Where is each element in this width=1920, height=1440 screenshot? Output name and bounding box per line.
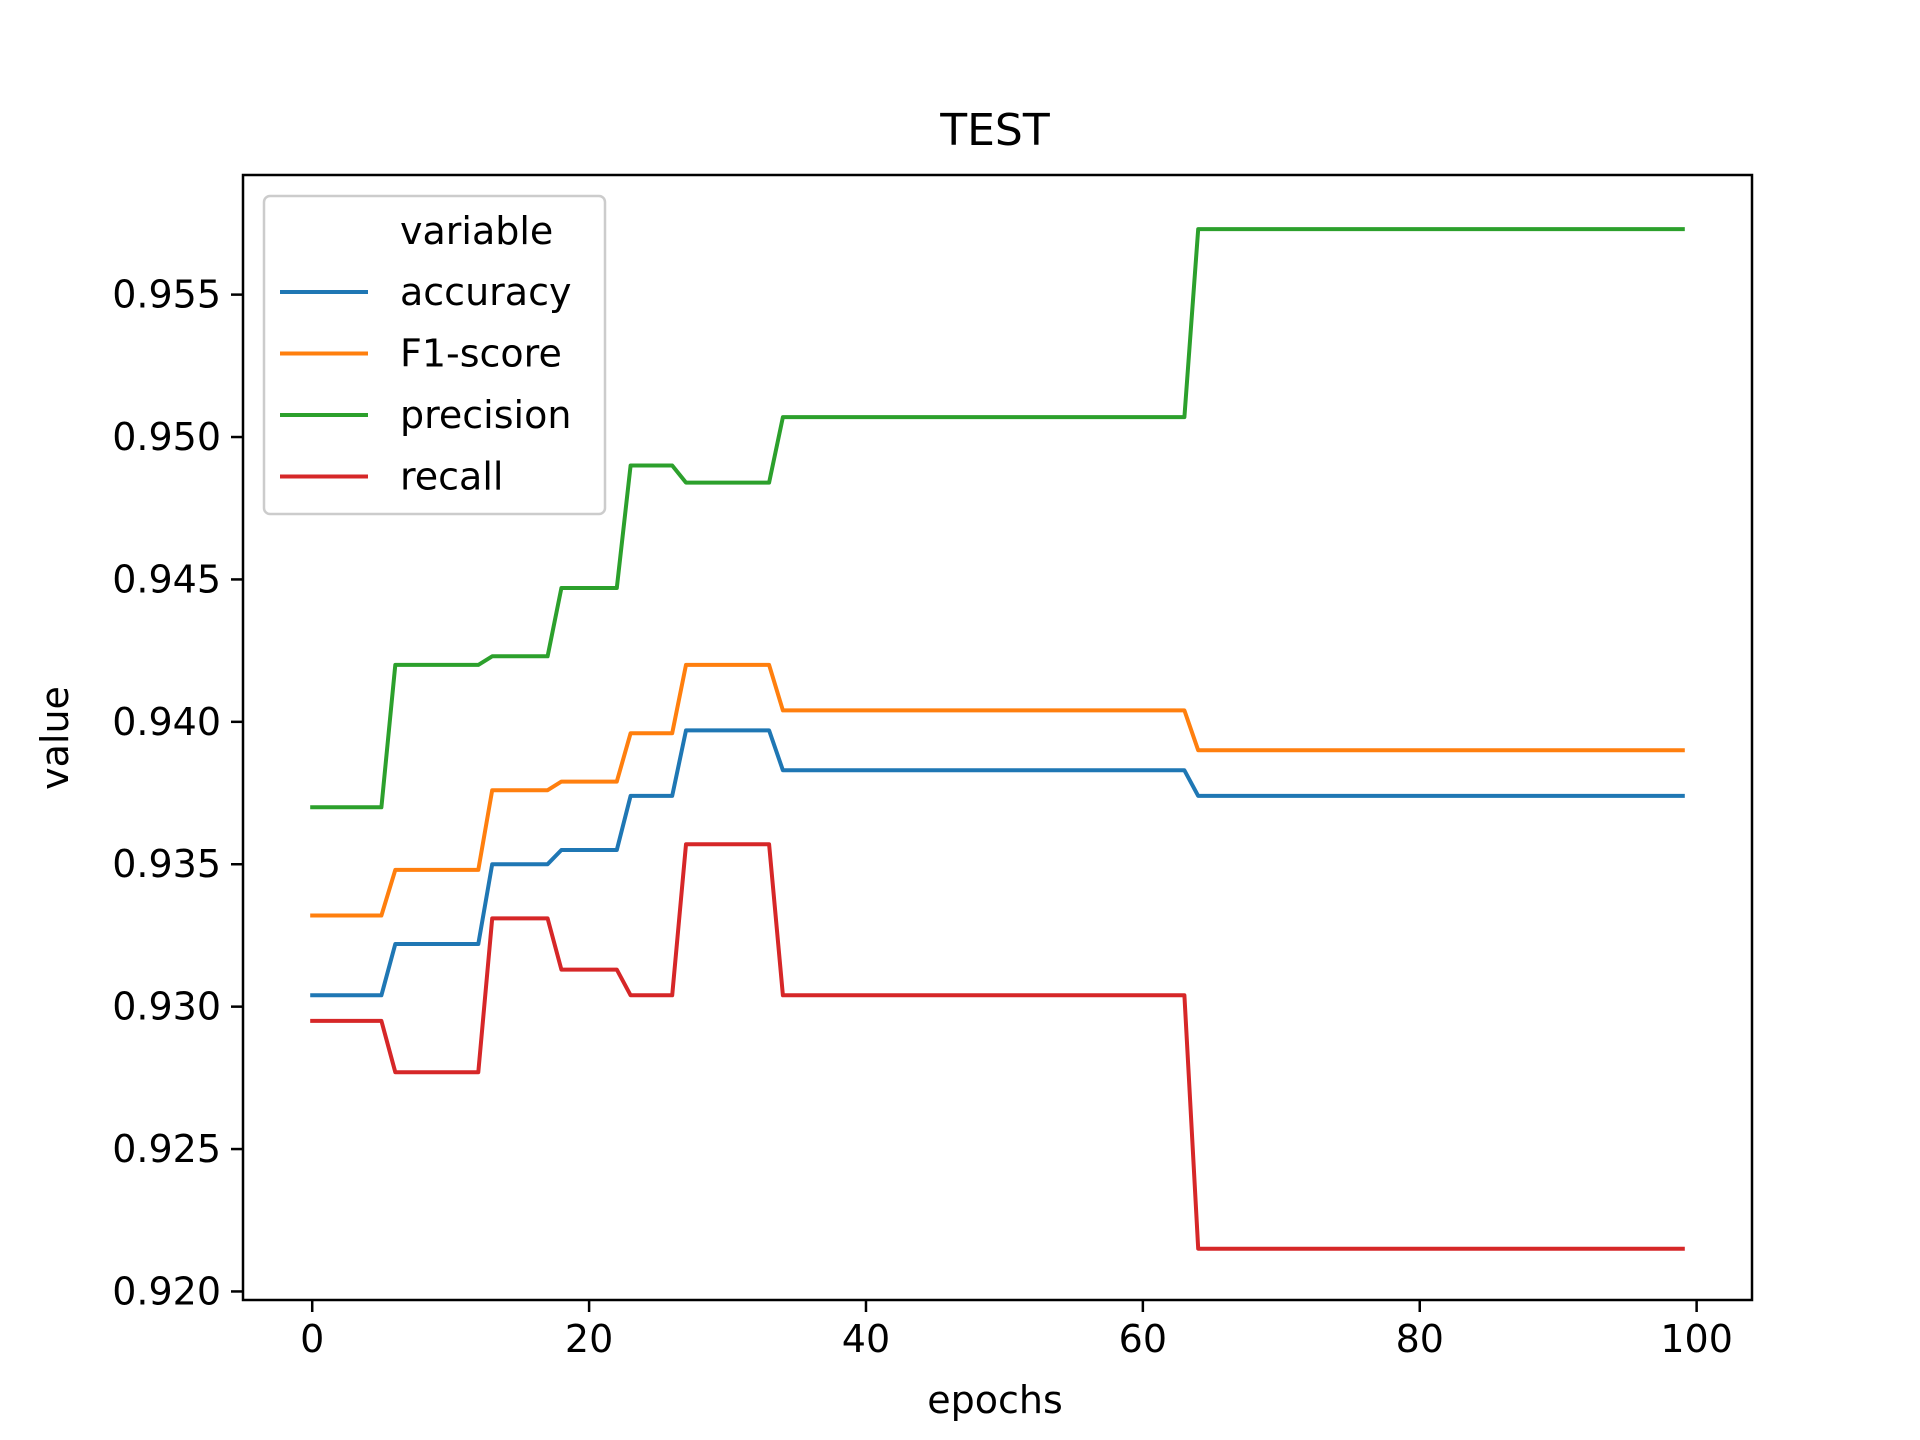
chart-title: TEST [939, 105, 1050, 156]
y-tick-label: 0.920 [112, 1269, 221, 1313]
y-tick-label: 0.955 [112, 273, 221, 317]
legend-label: accuracy [400, 270, 571, 314]
series-layer [310, 227, 1685, 1251]
x-tick-label: 20 [565, 1317, 613, 1361]
y-tick-label: 0.940 [112, 700, 221, 744]
x-axis: 0 20 40 60 80 100 [300, 1300, 1733, 1361]
legend: variable accuracy F1-score precision recall [262, 194, 607, 516]
legend-box [262, 194, 607, 516]
y-axis: 0.920 0.925 0.930 0.935 0.940 0.945 0.950 0.955 [112, 273, 243, 1313]
series-line-accuracy [310, 728, 1685, 998]
plot-frame [241, 173, 1754, 1302]
x-tick-label: 80 [1396, 1317, 1444, 1361]
series-line-f1-score [310, 662, 1685, 918]
x-tick-label: 60 [1119, 1317, 1167, 1361]
legend-title: variable [400, 209, 553, 253]
y-tick-label: 0.945 [112, 557, 221, 601]
legend-label: F1-score [400, 332, 562, 376]
y-tick-label: 0.930 [112, 985, 221, 1029]
legend-items: accuracy F1-score precision recall [280, 270, 571, 499]
y-tick-label: 0.925 [112, 1127, 221, 1171]
legend-label: precision [400, 393, 571, 437]
x-tick-label: 40 [842, 1317, 890, 1361]
legend-label: recall [400, 455, 503, 499]
y-tick-label: 0.935 [112, 842, 221, 886]
y-axis-label: value [33, 686, 77, 790]
x-tick-label: 100 [1660, 1317, 1733, 1361]
x-tick-label: 0 [300, 1317, 324, 1361]
series-line-recall [310, 842, 1685, 1251]
y-tick-label: 0.950 [112, 415, 221, 459]
series-line-precision [310, 227, 1685, 810]
x-axis-label: epochs [927, 1378, 1063, 1422]
